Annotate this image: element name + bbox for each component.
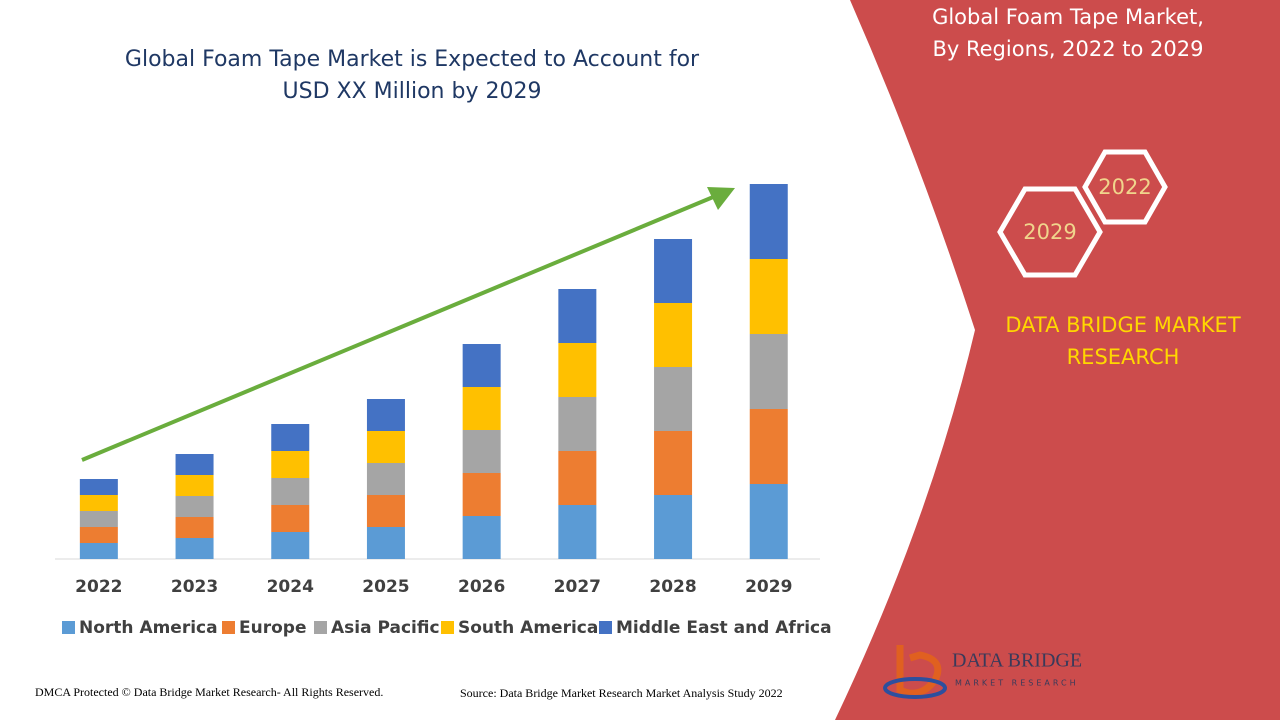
- legend-label: Middle East and Africa: [616, 618, 832, 638]
- bar-segment: [749, 409, 788, 484]
- hexagon: [997, 186, 1103, 278]
- x-tick-label: 2022: [75, 577, 122, 597]
- bar-segment: [271, 478, 310, 505]
- legend-label: Asia Pacific: [331, 618, 440, 638]
- bar-segment: [175, 538, 214, 559]
- bar-segment: [175, 454, 214, 475]
- bar-segment: [366, 399, 405, 431]
- source: Source: Data Bridge Market Research Mark…: [460, 686, 783, 700]
- legend-swatch: [222, 621, 235, 634]
- side-panel: [835, 0, 1280, 720]
- x-tick-label: 2029: [745, 577, 792, 597]
- bar-segment: [654, 239, 693, 303]
- hexagon: [1082, 149, 1168, 225]
- x-tick-label: 2026: [458, 577, 505, 597]
- bar-segment: [79, 479, 118, 495]
- bar-segment: [271, 505, 310, 532]
- bar-segment: [79, 511, 118, 527]
- copyright: DMCA Protected © Data Bridge Market Rese…: [35, 685, 383, 699]
- bar-segment: [366, 431, 405, 463]
- bar-segment: [749, 259, 788, 334]
- brand-text: RESEARCH: [1067, 345, 1180, 369]
- bar-segment: [558, 343, 597, 397]
- bar-segment: [175, 496, 214, 517]
- x-tick-label: 2024: [267, 577, 314, 597]
- bar-segment: [271, 532, 310, 559]
- bar-segment: [558, 397, 597, 451]
- logo-icon: [883, 677, 947, 699]
- x-tick-label: 2025: [362, 577, 409, 597]
- bar-segment: [79, 543, 118, 559]
- bar-segment: [654, 303, 693, 367]
- bar-segment: [462, 473, 501, 516]
- bar-segment: [366, 463, 405, 495]
- panel-title: Global Foam Tape Market,: [932, 5, 1204, 29]
- bar-segment: [175, 517, 214, 538]
- legend-label: North America: [79, 618, 218, 638]
- x-tick-label: 2028: [649, 577, 696, 597]
- bar-segment: [175, 475, 214, 496]
- bar-segment: [749, 484, 788, 559]
- bar-segment: [79, 527, 118, 543]
- legend-label: Europe: [239, 618, 306, 638]
- legend-swatch: [62, 621, 75, 634]
- plot-area: [79, 184, 788, 559]
- bar-segment: [366, 527, 405, 559]
- bar-segment: [654, 367, 693, 431]
- chart-title: Global Foam Tape Market is Expected to A…: [125, 47, 700, 72]
- bar-segment: [79, 495, 118, 511]
- bar-segment: [558, 289, 597, 343]
- bar-segment: [654, 495, 693, 559]
- legend-swatch: [599, 621, 612, 634]
- bar-segment: [462, 387, 501, 430]
- logo-name: DATA BRIDGE: [952, 650, 1082, 672]
- hexagon-label: 2022: [1098, 175, 1151, 199]
- bar-segment: [271, 451, 310, 478]
- bar-segment: [366, 495, 405, 527]
- bar-segment: [654, 431, 693, 495]
- bar-segment: [749, 334, 788, 409]
- bar-segment: [462, 344, 501, 387]
- trend-arrow: [81, 193, 719, 462]
- bar-segment: [558, 451, 597, 505]
- legend-swatch: [441, 621, 454, 634]
- trend-arrow-head: [707, 187, 735, 210]
- bar-segment: [271, 424, 310, 451]
- logo-tagline: MARKET RESEARCH: [955, 679, 1079, 688]
- hexagon-label: 2029: [1023, 220, 1076, 244]
- legend-swatch: [314, 621, 327, 634]
- x-tick-label: 2027: [554, 577, 601, 597]
- brand-text: DATA BRIDGE MARKET: [1005, 313, 1240, 337]
- bar-segment: [462, 516, 501, 559]
- bar-segment: [749, 184, 788, 259]
- bar-segment: [462, 430, 501, 473]
- logo: DATA BRIDGE MARKET RESEARCH: [883, 645, 1082, 699]
- legend-label: South America: [458, 618, 598, 638]
- x-tick-label: 2023: [171, 577, 218, 597]
- panel-title: By Regions, 2022 to 2029: [932, 37, 1203, 61]
- bar-segment: [558, 505, 597, 559]
- chart-title: USD XX Million by 2029: [283, 79, 542, 104]
